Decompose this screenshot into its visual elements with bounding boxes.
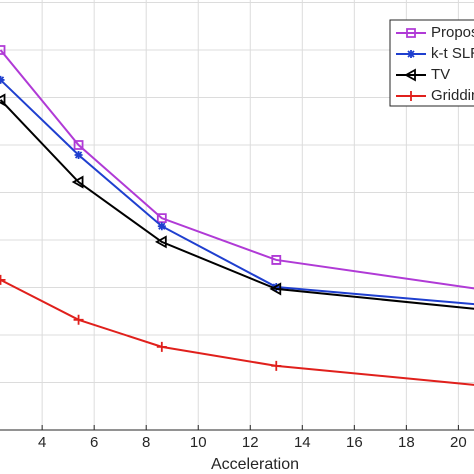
- marker: [0, 45, 6, 55]
- legend-label: TV: [431, 66, 450, 83]
- marker: [157, 222, 166, 231]
- x-tick-label: 10: [190, 434, 207, 451]
- series-line: [0, 49, 474, 290]
- marker: [154, 235, 167, 249]
- marker: [269, 282, 282, 296]
- x-tick-label: 4: [38, 434, 46, 451]
- marker: [0, 274, 6, 285]
- x-tick-label: 14: [294, 434, 311, 451]
- marker: [406, 28, 416, 38]
- legend: Proposed k-t SLR TV Gridding: [389, 19, 474, 107]
- marker: [404, 68, 416, 82]
- plot-area: [0, 45, 474, 386]
- x-tick-label: 6: [90, 434, 98, 451]
- x-tick-label: 12: [242, 434, 259, 451]
- marker: [407, 50, 415, 58]
- x-axis-label: Acceleration: [211, 456, 299, 473]
- legend-label: Proposed: [431, 24, 474, 41]
- legend-label: Gridding: [431, 87, 474, 104]
- legend-label: k-t SLR: [431, 45, 474, 62]
- marker: [0, 93, 6, 107]
- marker: [271, 255, 282, 265]
- x-tick-label: 20: [450, 434, 467, 451]
- series-line: [0, 99, 474, 310]
- marker: [156, 341, 167, 352]
- x-tick-label: 8: [142, 434, 150, 451]
- x-tick-label: 16: [346, 434, 363, 451]
- legend-box: [389, 19, 474, 107]
- x-tick-label: 18: [398, 434, 415, 451]
- marker: [271, 360, 282, 371]
- marker: [156, 213, 167, 224]
- marker: [71, 175, 84, 189]
- marker: [73, 314, 84, 325]
- marker: [406, 91, 416, 101]
- marker: [0, 75, 5, 84]
- marker: [73, 140, 84, 150]
- marker: [74, 150, 83, 159]
